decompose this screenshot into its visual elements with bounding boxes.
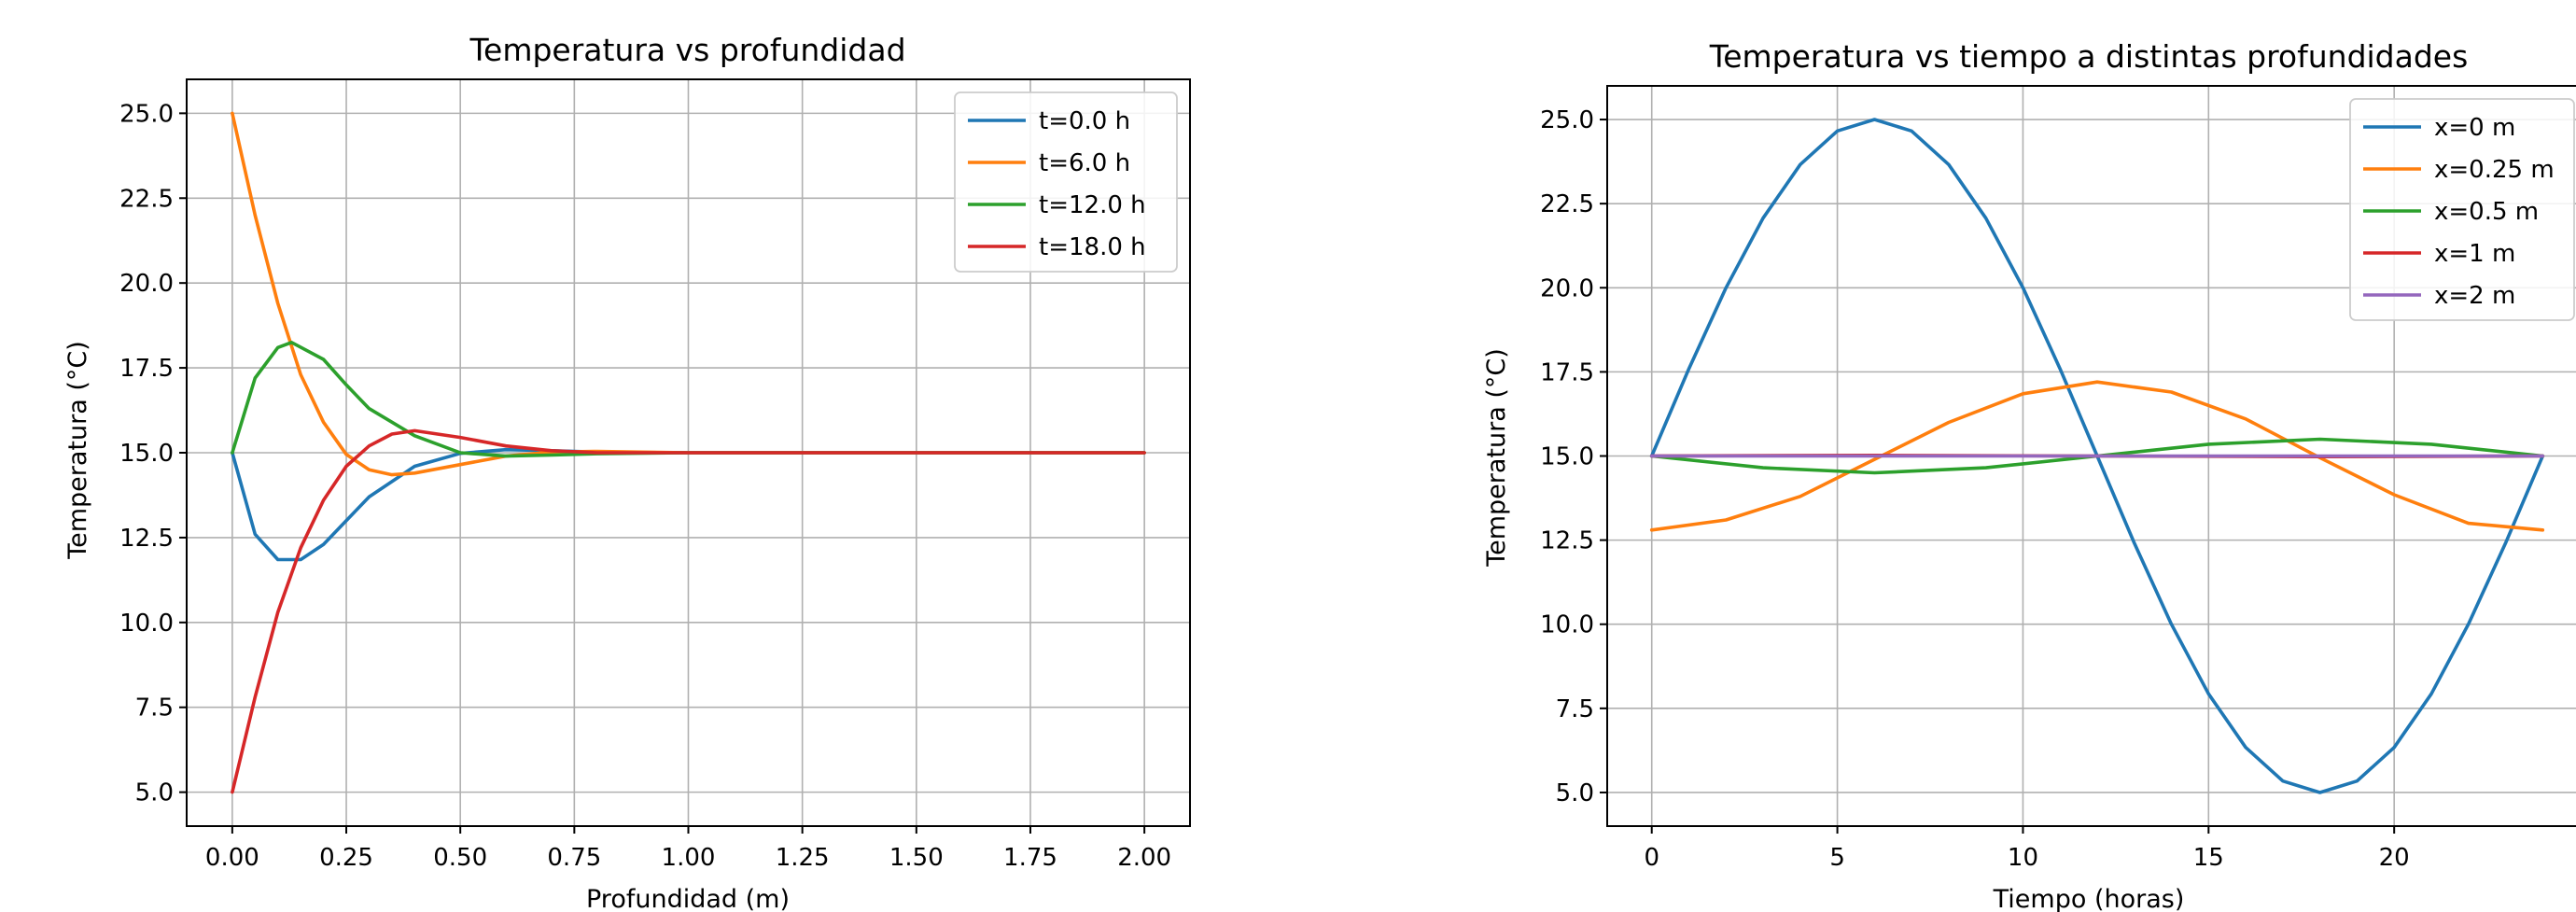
x-tick-label: 1.75 [1003, 844, 1057, 872]
y-axis-label: Temperatura (°C) [63, 341, 92, 560]
x-axis-label: Profundidad (m) [586, 885, 790, 912]
legend-label: x=0 m [2434, 114, 2515, 142]
ticks: 0 5 10 15 20 5.0 7.5 10.0 12.5 15.0 17.5 20.0 22.5 25… [1540, 106, 2410, 872]
y-tick-label: 7.5 [135, 695, 174, 723]
time-series-chart: Temperatura vs tiempo a distintas profun… [1482, 38, 2576, 912]
legend-label: x=2 m [2434, 282, 2515, 310]
legend-box [2349, 98, 2575, 321]
y-tick-label: 5.0 [1556, 779, 1594, 807]
legend-box [954, 91, 1178, 273]
x-tick-label: 0.75 [547, 844, 601, 872]
legend: x=0 m x=0.25 m x=0.5 m x=1 m x=2 m [2349, 98, 2575, 321]
y-tick-label: 5.0 [135, 779, 174, 807]
series-line [1649, 380, 2545, 532]
ticks: 0.00 0.25 0.50 0.75 1.00 1.25 1.50 1.75 2.00 5.0 7… [119, 100, 1171, 872]
x-axis-label: Tiempo (horas) [1993, 885, 2185, 912]
depth-profile-chart: Temperatura vs profundidad Profundidad (… [63, 32, 1191, 912]
y-tick-label: 12.5 [119, 525, 174, 553]
series-line [231, 428, 1146, 794]
legend-label: x=0.5 m [2434, 198, 2539, 226]
y-tick-label: 25.0 [119, 100, 174, 128]
chart-title: Temperatura vs tiempo a distintas profun… [1709, 38, 2469, 75]
legend-label: t=0.0 h [1039, 107, 1130, 135]
legend-label: t=6.0 h [1039, 149, 1130, 177]
x-tick-label: 0.50 [433, 844, 487, 872]
legend-label: t=12.0 h [1039, 191, 1146, 219]
legend: t=0.0 h t=6.0 h t=12.0 h t=18.0 h [954, 91, 1178, 273]
y-tick-label: 17.5 [1540, 358, 1594, 386]
y-tick-label: 17.5 [119, 355, 174, 383]
y-tick-label: 22.5 [119, 185, 174, 213]
legend-label: t=18.0 h [1039, 233, 1146, 261]
x-tick-label: 10 [2008, 844, 2038, 872]
legend-label: x=1 m [2434, 240, 2515, 268]
x-tick-label: 0 [1644, 844, 1659, 872]
y-tick-label: 15.0 [119, 440, 174, 468]
x-tick-label: 20 [2379, 844, 2410, 872]
y-tick-label: 10.0 [1540, 611, 1594, 639]
chart-title: Temperatura vs profundidad [469, 32, 905, 68]
y-tick-label: 25.0 [1540, 106, 1594, 134]
x-tick-label: 0.00 [205, 844, 259, 872]
y-tick-label: 12.5 [1540, 527, 1594, 555]
y-tick-label: 15.0 [1540, 443, 1594, 471]
y-tick-label: 22.5 [1540, 190, 1594, 218]
x-tick-label: 5 [1829, 844, 1845, 872]
x-tick-label: 1.50 [889, 844, 944, 872]
legend-label: x=0.25 m [2434, 156, 2555, 184]
series-lines [231, 111, 1146, 794]
y-axis-label: Temperatura (°C) [1482, 348, 1511, 568]
x-tick-label: 15 [2193, 844, 2224, 872]
y-tick-label: 20.0 [1540, 274, 1594, 302]
x-tick-label: 1.25 [776, 844, 830, 872]
x-tick-label: 1.00 [662, 844, 716, 872]
x-tick-label: 0.25 [319, 844, 373, 872]
y-tick-label: 7.5 [1556, 695, 1594, 723]
y-tick-label: 10.0 [119, 610, 174, 638]
y-tick-label: 20.0 [119, 270, 174, 298]
x-tick-label: 2.00 [1117, 844, 1171, 872]
series-lines [1649, 118, 2545, 794]
